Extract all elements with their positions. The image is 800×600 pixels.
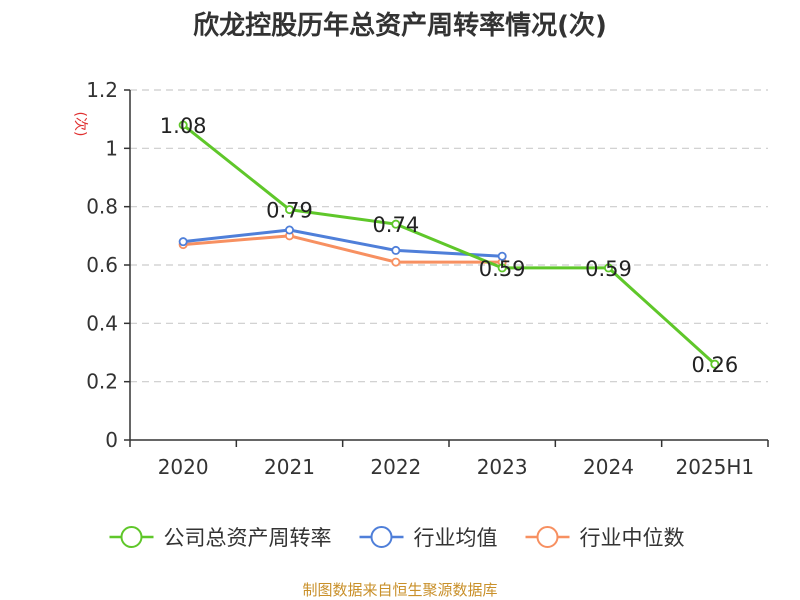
legend-item: 行业中位数 xyxy=(525,526,685,550)
data-label: 1.08 xyxy=(160,114,207,138)
x-tick-label: 2021 xyxy=(264,455,315,479)
y-axis-unit: (次) xyxy=(72,112,88,137)
data-point xyxy=(391,219,401,229)
legend-marker xyxy=(370,526,393,548)
legend-marker xyxy=(120,526,143,548)
y-tick-label: 1.2 xyxy=(86,78,118,102)
chart-title: 欣龙控股历年总资产周转率情况(次) xyxy=(193,10,607,41)
x-tick-label: 2023 xyxy=(477,455,528,479)
legend-item: 公司总资产周转率 xyxy=(109,526,332,550)
data-point xyxy=(391,245,401,255)
legend-marker xyxy=(536,526,559,548)
series-layer xyxy=(178,120,720,369)
series-line xyxy=(182,123,716,366)
y-tick-label: 0.6 xyxy=(86,253,118,277)
data-label: 0.59 xyxy=(479,257,526,281)
data-label: 0.59 xyxy=(585,257,632,281)
legend-label: 公司总资产周转率 xyxy=(164,526,332,550)
data-point xyxy=(710,359,720,369)
data-point xyxy=(497,251,507,261)
legend: 公司总资产周转率 行业均值 行业中位数 xyxy=(109,526,685,550)
legend-label: 行业中位数 xyxy=(580,526,685,550)
y-tick-label: 0.4 xyxy=(86,311,118,335)
series-line xyxy=(183,234,503,264)
data-point xyxy=(391,257,401,267)
data-point xyxy=(178,120,188,130)
data-point xyxy=(604,263,614,273)
data-label: 0.26 xyxy=(691,353,738,377)
data-label: 0.74 xyxy=(372,213,419,237)
legend-label: 行业均值 xyxy=(414,526,498,550)
legend-item: 行业均值 xyxy=(359,526,498,550)
x-tick-label: 2020 xyxy=(158,455,209,479)
data-point xyxy=(284,225,294,235)
data-label: 0.79 xyxy=(266,199,313,223)
y-tick-label: 0 xyxy=(105,428,118,452)
data-point xyxy=(497,263,507,273)
data-point xyxy=(178,237,188,247)
x-tick-label: 2025H1 xyxy=(675,455,754,479)
x-tick-label: 2024 xyxy=(583,455,634,479)
data-labels: 1.08 0.79 0.74 0.59 0.59 0.26 xyxy=(160,114,738,377)
y-tick-label: 0.2 xyxy=(86,370,118,394)
y-tick-label: 0.8 xyxy=(86,195,118,219)
x-tick-label: 2022 xyxy=(370,455,421,479)
y-tick-label: 1 xyxy=(105,136,118,160)
source-note: 制图数据来自恒生聚源数据库 xyxy=(302,581,497,599)
series-line xyxy=(183,228,503,258)
grid-lines xyxy=(130,89,768,383)
data-point xyxy=(284,205,294,215)
axes: 0 0.2 0.4 0.6 0.8 1 1.2 2020 2021 2022 2023 2024 202… xyxy=(86,78,769,479)
